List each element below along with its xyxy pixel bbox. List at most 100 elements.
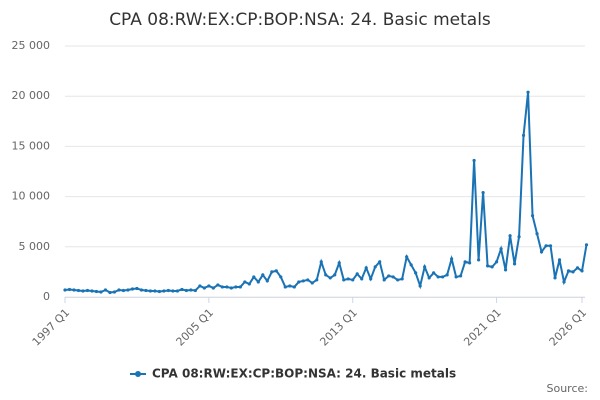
x-tick-label: 2021 Q1 bbox=[461, 306, 504, 349]
point bbox=[108, 290, 112, 295]
point bbox=[530, 214, 535, 218]
point bbox=[468, 261, 472, 265]
point bbox=[274, 269, 278, 273]
point bbox=[409, 263, 413, 267]
point bbox=[153, 289, 157, 293]
point bbox=[355, 272, 359, 276]
point bbox=[261, 273, 265, 277]
point bbox=[423, 265, 427, 269]
point bbox=[333, 273, 337, 277]
point bbox=[499, 247, 503, 251]
point bbox=[373, 265, 377, 269]
y-tick-label: 15 000 bbox=[12, 139, 51, 152]
point bbox=[166, 288, 170, 293]
point bbox=[463, 260, 467, 264]
point bbox=[301, 279, 305, 283]
x-tick-label: 2026 Q1 bbox=[547, 306, 590, 349]
point bbox=[67, 287, 72, 292]
point bbox=[193, 288, 197, 293]
point bbox=[450, 257, 454, 261]
point bbox=[202, 286, 206, 290]
point bbox=[503, 268, 508, 272]
point bbox=[315, 278, 319, 282]
point bbox=[553, 276, 557, 280]
point bbox=[391, 275, 395, 279]
point bbox=[481, 190, 485, 195]
point bbox=[427, 276, 431, 280]
legend-label: CPA 08:RW:EX:CP:BOP:NSA: 24. Basic metal… bbox=[152, 367, 456, 381]
point bbox=[342, 278, 346, 282]
point bbox=[378, 260, 382, 264]
point bbox=[220, 285, 224, 289]
point bbox=[414, 271, 418, 275]
point bbox=[270, 270, 274, 274]
point bbox=[324, 273, 328, 277]
chart-title: CPA 08:RW:EX:CP:BOP:NSA: 24. Basic metal… bbox=[109, 10, 491, 30]
point bbox=[575, 266, 580, 270]
x-tick-label: 1997 Q1 bbox=[30, 306, 73, 349]
point bbox=[121, 288, 126, 293]
point bbox=[459, 274, 463, 278]
point bbox=[337, 261, 341, 265]
point bbox=[494, 260, 499, 264]
point bbox=[85, 288, 90, 293]
point bbox=[548, 244, 553, 248]
point bbox=[319, 260, 323, 264]
point bbox=[117, 288, 121, 292]
point bbox=[288, 284, 292, 288]
point bbox=[148, 289, 153, 293]
point bbox=[175, 289, 179, 293]
y-tick-label: 25 000 bbox=[12, 39, 51, 52]
point bbox=[405, 255, 409, 259]
point bbox=[512, 262, 517, 266]
point bbox=[180, 287, 184, 292]
point bbox=[90, 289, 94, 293]
point bbox=[418, 284, 422, 288]
source: Source: bbox=[547, 382, 589, 395]
point bbox=[328, 276, 332, 280]
point bbox=[562, 280, 566, 284]
point bbox=[139, 288, 144, 292]
point bbox=[508, 234, 512, 238]
point bbox=[99, 290, 103, 294]
point bbox=[229, 286, 233, 290]
point bbox=[400, 277, 404, 281]
point bbox=[238, 285, 242, 289]
point bbox=[306, 278, 310, 282]
point bbox=[557, 258, 562, 262]
point bbox=[76, 288, 81, 293]
point bbox=[130, 287, 135, 291]
point bbox=[454, 275, 458, 279]
y-tick-label: 5 000 bbox=[19, 240, 51, 253]
point bbox=[364, 266, 368, 270]
point bbox=[445, 273, 449, 277]
point bbox=[544, 244, 548, 248]
point bbox=[63, 288, 67, 292]
point bbox=[580, 269, 584, 273]
point bbox=[387, 274, 391, 278]
point bbox=[436, 275, 440, 279]
point bbox=[310, 281, 314, 285]
point bbox=[265, 279, 269, 283]
point bbox=[198, 284, 202, 288]
point bbox=[382, 278, 386, 282]
point bbox=[490, 265, 494, 269]
point bbox=[247, 282, 251, 286]
y-tick-label: 20 000 bbox=[12, 89, 51, 102]
point bbox=[112, 290, 117, 294]
point bbox=[279, 275, 283, 279]
point bbox=[126, 288, 130, 292]
point bbox=[157, 289, 162, 294]
point bbox=[234, 285, 238, 289]
point bbox=[584, 243, 589, 247]
point bbox=[243, 280, 247, 284]
point bbox=[103, 288, 108, 292]
point bbox=[521, 133, 526, 137]
point bbox=[432, 271, 436, 275]
x-tick-label: 2005 Q1 bbox=[174, 306, 217, 349]
point bbox=[144, 288, 148, 293]
point bbox=[94, 289, 99, 294]
point bbox=[535, 232, 539, 236]
legend-marker bbox=[135, 371, 141, 377]
